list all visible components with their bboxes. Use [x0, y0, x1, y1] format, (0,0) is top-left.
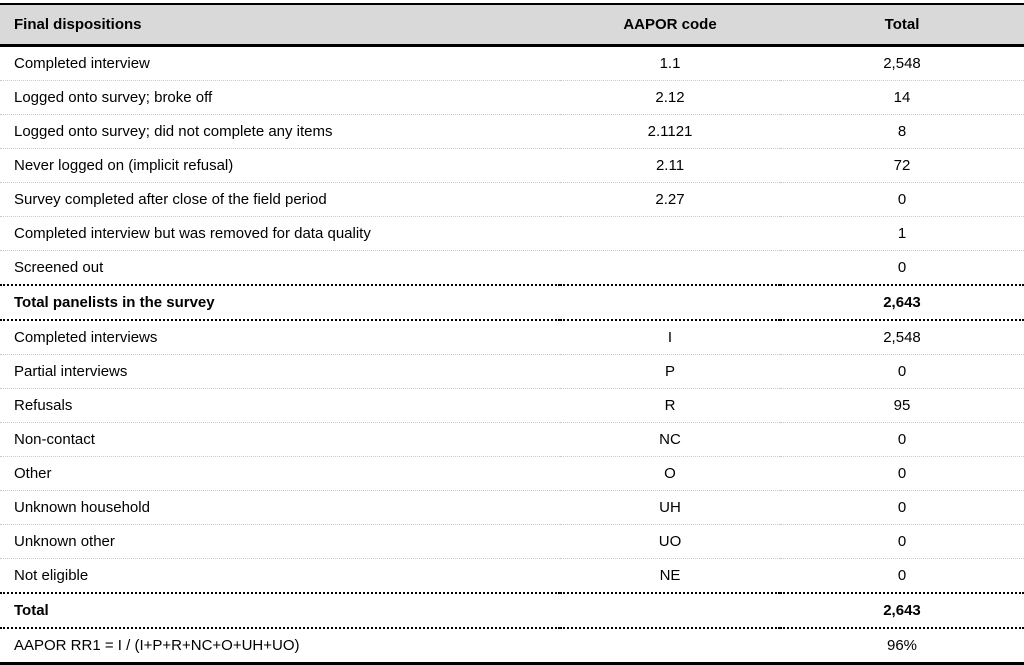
rr1-formula-label: AAPOR RR1 = I / (I+P+R+NC+O+UH+UO): [14, 637, 300, 654]
table-row: Completed interview 1.1 2,548: [0, 46, 1024, 81]
disposition-label: Unknown household: [14, 499, 150, 516]
table-row: Completed interview but was removed for …: [0, 216, 1024, 251]
response-rate-value: 96%: [886, 637, 918, 654]
aapor-code-value: [560, 593, 780, 628]
disposition-label: Other: [14, 465, 52, 482]
aapor-code-value: NE: [659, 567, 681, 584]
disposition-label: Total: [14, 602, 49, 619]
table-row: Completed interviews I 2,548: [0, 320, 1024, 355]
aapor-code-value: [560, 628, 780, 664]
final-dispositions-table: Final dispositions AAPOR code Total Comp…: [0, 3, 1024, 665]
total-value: 0: [897, 431, 907, 448]
aapor-code-value: R: [664, 397, 676, 414]
aapor-code-value: 1.1: [659, 55, 681, 72]
table-header-row: Final dispositions AAPOR code Total: [0, 4, 1024, 47]
table-row: Unknown other UO 0: [0, 524, 1024, 559]
disposition-label: Completed interviews: [14, 329, 158, 346]
total-value: 0: [897, 259, 907, 276]
grand-total-row: Total 2,643: [0, 593, 1024, 628]
disposition-label: Never logged on (implicit refusal): [14, 157, 234, 174]
total-value: 2,643: [883, 602, 921, 619]
total-value: 95: [893, 397, 911, 414]
aapor-code-value: 2.11: [655, 157, 685, 174]
aapor-code-value: I: [667, 329, 673, 346]
aapor-code-value: 2.1121: [647, 123, 693, 140]
disposition-label: Unknown other: [14, 533, 115, 550]
table-row: Refusals R 95: [0, 388, 1024, 423]
total-value: 2,548: [883, 55, 921, 72]
table-row: Logged onto survey; broke off 2.12 14: [0, 80, 1024, 115]
disposition-label: Logged onto survey; broke off: [14, 89, 213, 106]
total-value: 14: [893, 89, 911, 106]
response-rate-row: AAPOR RR1 = I / (I+P+R+NC+O+UH+UO) 96%: [0, 628, 1024, 664]
table-row: Logged onto survey; did not complete any…: [0, 114, 1024, 149]
total-panelists-row: Total panelists in the survey 2,643: [0, 285, 1024, 320]
table-row: Other O 0: [0, 456, 1024, 491]
total-value: 72: [893, 157, 911, 174]
table-row: Partial interviews P 0: [0, 354, 1024, 389]
aapor-code-value: P: [664, 363, 675, 380]
table-row: Non-contact NC 0: [0, 422, 1024, 457]
total-value: 0: [897, 533, 907, 550]
total-value: 1: [897, 225, 907, 242]
total-value: 0: [897, 191, 907, 208]
disposition-label: Survey completed after close of the fiel…: [14, 191, 327, 208]
disposition-label: Completed interview but was removed for …: [14, 225, 371, 242]
table-row: Screened out 0: [0, 250, 1024, 286]
aapor-code-value: UO: [658, 533, 682, 550]
disposition-label: Logged onto survey; did not complete any…: [14, 123, 333, 140]
total-value: 0: [897, 465, 907, 482]
aapor-code-value: 2.12: [655, 89, 685, 106]
disposition-label: Total panelists in the survey: [14, 294, 215, 311]
disposition-label: Partial interviews: [14, 363, 128, 380]
header-final-dispositions: Final dispositions: [0, 4, 560, 47]
total-value: 2,548: [883, 329, 921, 346]
table-row: Not eligible NE 0: [0, 558, 1024, 594]
aapor-code-value: O: [664, 465, 676, 482]
disposition-label: Completed interview: [14, 55, 150, 72]
aapor-code-value: [560, 251, 780, 286]
total-value: 8: [897, 123, 907, 140]
total-value: 0: [897, 363, 907, 380]
aapor-code-value: [560, 285, 780, 320]
total-value: 0: [897, 499, 907, 516]
total-value: 0: [897, 567, 907, 584]
table-row: Never logged on (implicit refusal) 2.11 …: [0, 148, 1024, 183]
disposition-label: Screened out: [14, 259, 104, 276]
total-value: 2,643: [883, 294, 921, 311]
disposition-label: Not eligible: [14, 567, 89, 584]
disposition-label: Refusals: [14, 397, 73, 414]
header-total: Total: [780, 4, 1024, 47]
aapor-code-value: [560, 217, 780, 251]
disposition-label: Non-contact: [14, 431, 95, 448]
table-row: Unknown household UH 0: [0, 490, 1024, 525]
header-aapor-code: AAPOR code: [560, 4, 780, 47]
table-row: Survey completed after close of the fiel…: [0, 182, 1024, 217]
aapor-code-value: 2.27: [655, 191, 685, 208]
aapor-code-value: NC: [659, 431, 681, 448]
aapor-code-value: UH: [659, 499, 681, 516]
